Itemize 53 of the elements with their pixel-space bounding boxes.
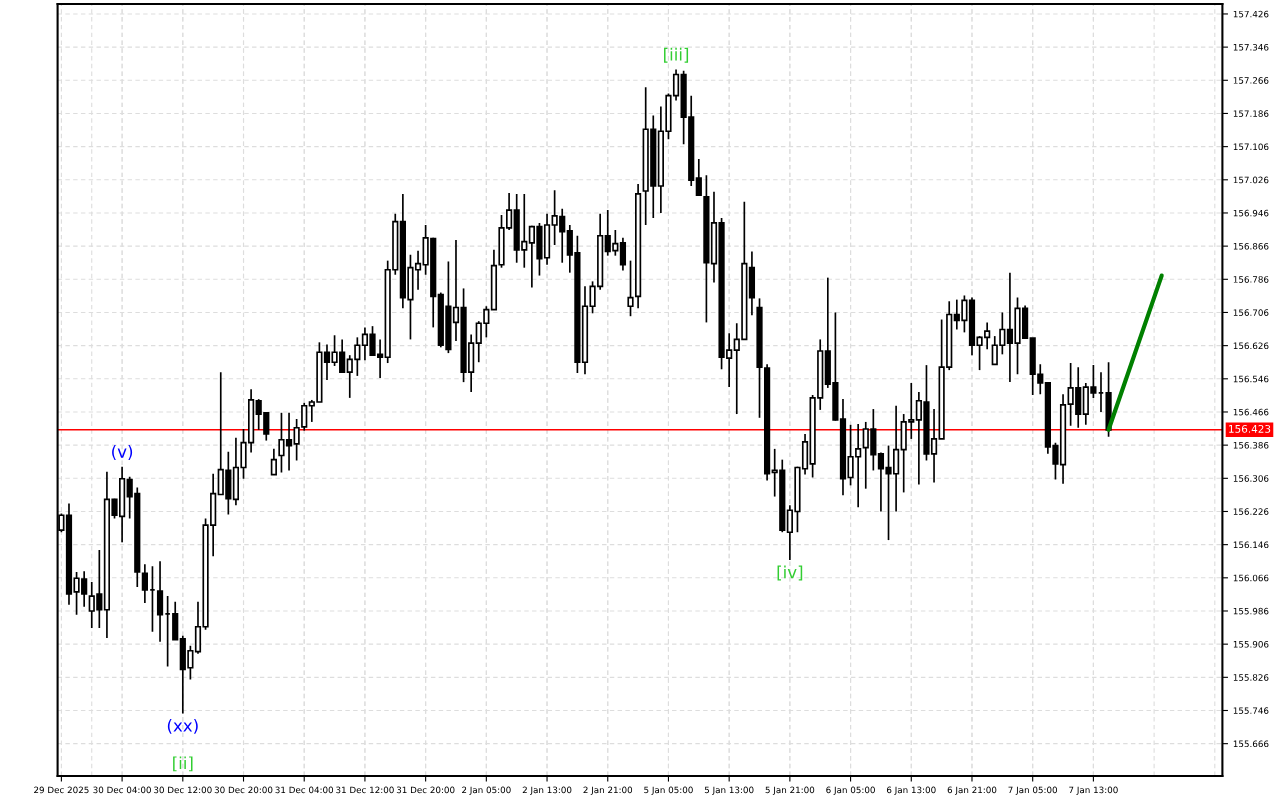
annotation: (v) bbox=[112, 445, 133, 460]
y-tick-label: 156.706 bbox=[1233, 309, 1269, 316]
y-tick-label: 156.066 bbox=[1233, 574, 1269, 582]
annotation: [iv] bbox=[777, 565, 803, 581]
y-tick-label: 156.146 bbox=[1233, 541, 1269, 549]
y-tick-label: 157.186 bbox=[1233, 110, 1269, 117]
x-tick-label: 5 Jan 05:00 bbox=[644, 786, 693, 795]
x-tick-label: 2 Jan 13:00 bbox=[522, 786, 572, 795]
x-tick-label: 6 Jan 05:00 bbox=[826, 786, 875, 795]
x-tick-label: 7 Jan 05:00 bbox=[1008, 786, 1058, 795]
candlestick bbox=[141, 563, 148, 604]
y-tick-label: 157.106 bbox=[1233, 143, 1269, 151]
x-tick-label: 7 Jan 13:00 bbox=[1069, 786, 1118, 795]
y-tick-label: 156.226 bbox=[1233, 508, 1269, 515]
x-tick-label: 29 Dec 2025 bbox=[34, 786, 89, 794]
x-tick-label: 30 Dec 20:00 bbox=[214, 786, 273, 794]
candlestick bbox=[619, 237, 627, 272]
y-tick-label: 157.266 bbox=[1233, 77, 1269, 84]
annotation: (xx) bbox=[167, 718, 198, 734]
y-tick-label: 157.346 bbox=[1233, 43, 1269, 51]
y-tick-label: 155.746 bbox=[1233, 707, 1269, 714]
y-tick-label: 156.786 bbox=[1233, 276, 1269, 283]
x-tick-label: 6 Jan 21:00 bbox=[947, 786, 997, 795]
x-tick-label: 31 Dec 20:00 bbox=[396, 786, 455, 794]
y-tick-label: 156.546 bbox=[1233, 375, 1269, 383]
y-tick-label: 155.906 bbox=[1233, 640, 1269, 648]
y-tick-label: 157.026 bbox=[1233, 176, 1269, 184]
x-tick-label: 2 Jan 21:00 bbox=[583, 786, 633, 795]
y-tick-label: 156.626 bbox=[1233, 342, 1269, 350]
y-tick-label: 156.946 bbox=[1233, 209, 1269, 217]
candlestick bbox=[156, 560, 164, 643]
x-tick-label: 5 Jan 21:00 bbox=[765, 786, 815, 795]
x-tick-label: 30 Dec 04:00 bbox=[93, 786, 151, 794]
y-tick-label: 156.866 bbox=[1233, 242, 1269, 250]
y-tick-label: 156.386 bbox=[1233, 441, 1269, 449]
candlestick bbox=[695, 158, 702, 196]
y-tick-label: 157.426 bbox=[1233, 10, 1269, 18]
y-tick-label: 156.466 bbox=[1233, 408, 1269, 416]
y-tick-label: 155.826 bbox=[1233, 674, 1269, 681]
x-tick-label: 2 Jan 05:00 bbox=[462, 786, 511, 795]
y-tick-label: 155.986 bbox=[1233, 607, 1269, 615]
x-tick-label: 31 Dec 04:00 bbox=[275, 786, 334, 794]
ref-line-label: 156.423 bbox=[1229, 424, 1271, 433]
annotation: [iii] bbox=[664, 47, 689, 63]
x-tick-label: 31 Dec 12:00 bbox=[336, 786, 394, 794]
annotation: [ii] bbox=[173, 756, 193, 772]
candlestick bbox=[627, 259, 634, 318]
y-tick-label: 156.306 bbox=[1233, 475, 1269, 482]
y-tick-label: 155.666 bbox=[1233, 740, 1269, 748]
x-tick-label: 30 Dec 12:00 bbox=[154, 786, 212, 794]
candlestick bbox=[270, 448, 277, 476]
x-tick-label: 6 Jan 13:00 bbox=[886, 786, 936, 795]
x-tick-label: 5 Jan 13:00 bbox=[704, 786, 754, 795]
